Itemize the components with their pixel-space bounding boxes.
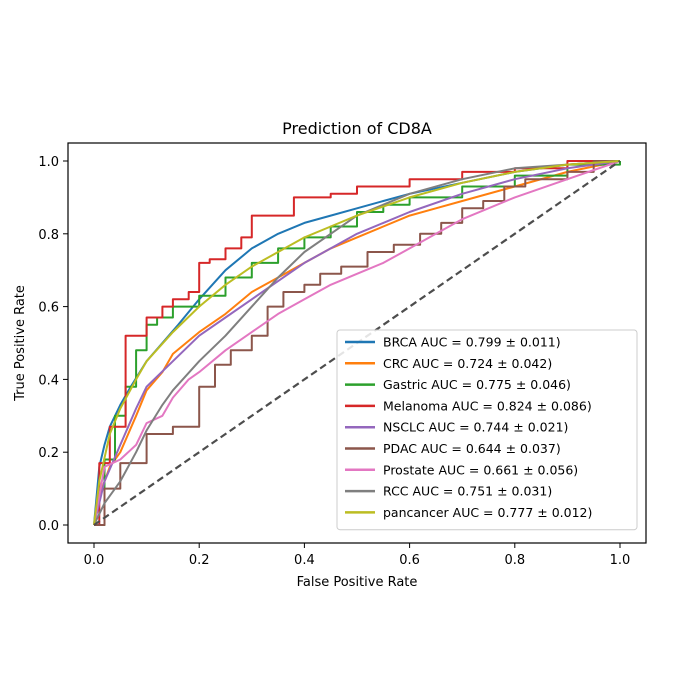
legend-label-prostate: Prostate AUC = 0.661 ± 0.056) bbox=[383, 462, 578, 477]
series-line-pdac bbox=[94, 160, 620, 526]
y-tick-label: 0.6 bbox=[38, 301, 59, 316]
series-line-nsclc bbox=[93, 160, 621, 526]
legend: BRCA AUC = 0.799 ± 0.011) CRC AUC = 0.724… bbox=[336, 329, 638, 531]
legend-label-rcc: RCC AUC = 0.751 ± 0.031) bbox=[383, 484, 552, 499]
x-tick-label: 0.2 bbox=[189, 553, 210, 568]
x-tick-label: 0.4 bbox=[294, 553, 315, 568]
series-line-prostate bbox=[93, 160, 621, 526]
series-line-crc bbox=[93, 160, 621, 526]
legend-label-melanoma: Melanoma AUC = 0.824 ± 0.086) bbox=[383, 398, 592, 413]
x-tick-label: 0.6 bbox=[399, 553, 420, 568]
chart-title: Prediction of CD8A bbox=[282, 119, 432, 138]
series-line-rcc bbox=[93, 160, 621, 526]
plot-frame bbox=[67, 142, 647, 544]
series-line-pancancer bbox=[93, 160, 621, 526]
y-tick-label: 0.8 bbox=[38, 228, 59, 243]
y-tick-label: 0.4 bbox=[38, 373, 59, 388]
y-tick-label: 0.2 bbox=[38, 446, 59, 461]
legend-label-brca: BRCA AUC = 0.799 ± 0.011) bbox=[383, 335, 561, 350]
legend-label-pancancer: pancancer AUC = 0.777 ± 0.012) bbox=[383, 505, 592, 520]
x-tick-label: 0.0 bbox=[84, 553, 105, 568]
y-tick-label: 0.0 bbox=[38, 519, 59, 534]
y-tick-label: 1.0 bbox=[38, 155, 59, 170]
legend-label-pdac: PDAC AUC = 0.644 ± 0.037) bbox=[383, 441, 561, 456]
series-lines bbox=[93, 160, 621, 526]
legend-label-gastric: Gastric AUC = 0.775 ± 0.046) bbox=[383, 377, 571, 392]
y-axis-label: True Positive Rate bbox=[13, 285, 28, 402]
legend-box bbox=[336, 329, 638, 531]
series-line-melanoma bbox=[94, 160, 620, 526]
x-axis-label: False Positive Rate bbox=[297, 575, 418, 590]
legend-label-crc: CRC AUC = 0.724 ± 0.042) bbox=[383, 356, 552, 371]
x-tick-label: 0.8 bbox=[504, 553, 525, 568]
plot-layer bbox=[93, 160, 621, 526]
legend-label-nsclc: NSCLC AUC = 0.744 ± 0.021) bbox=[383, 420, 568, 435]
axes-layer: 0.0 0.2 0.4 0.6 0.8 1.0 0.0 0.2 0.4 0.6 0.8 1.0 bbox=[38, 142, 647, 568]
x-tick-label: 1.0 bbox=[610, 553, 631, 568]
